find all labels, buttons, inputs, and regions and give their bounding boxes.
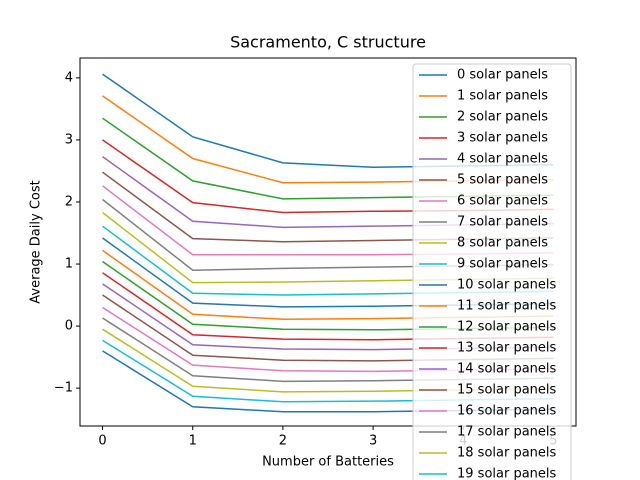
y-tick-label: 0: [65, 319, 73, 334]
y-tick-label: 1: [65, 257, 73, 272]
legend-label: 1 solar panels: [457, 89, 548, 104]
legend-label: 8 solar panels: [457, 236, 548, 251]
y-tick-label: 3: [65, 132, 73, 147]
legend-label: 3 solar panels: [457, 131, 548, 146]
x-tick-label: 0: [98, 434, 106, 449]
x-tick-label: 3: [369, 434, 377, 449]
legend-label: 12 solar panels: [457, 320, 557, 335]
axes-frame: [79, 57, 577, 427]
legend-label: 5 solar panels: [457, 173, 548, 188]
legend-box: [412, 63, 572, 480]
legend-label: 15 solar panels: [457, 383, 557, 398]
legend-label: 10 solar panels: [457, 278, 557, 293]
legend: 0 solar panels 1 solar panels 2 solar pane…: [412, 63, 572, 480]
x-axis-label: Number of Batteries: [262, 455, 394, 470]
legend-label: 18 solar panels: [457, 446, 557, 461]
y-tick-label: −1: [54, 381, 73, 396]
legend-label: 9 solar panels: [457, 257, 548, 272]
chart-title: Sacramento, C structure: [230, 33, 426, 52]
legend-label: 13 solar panels: [457, 341, 557, 356]
legend-label: 16 solar panels: [457, 404, 557, 419]
legend-label: 7 solar panels: [457, 215, 548, 230]
legend-label: 17 solar panels: [457, 425, 557, 440]
x-tick-label: 2: [279, 434, 287, 449]
legend-label: 14 solar panels: [457, 362, 557, 377]
legend-label: 0 solar panels: [457, 68, 548, 83]
y-tick-label: 4: [65, 70, 73, 85]
legend-label: 19 solar panels: [457, 467, 557, 480]
legend-label: 6 solar panels: [457, 194, 548, 209]
legend-label: 2 solar panels: [457, 110, 548, 125]
legend-label: 11 solar panels: [457, 299, 557, 314]
x-tick-label: 1: [189, 434, 197, 449]
legend-label: 4 solar panels: [457, 152, 548, 167]
y-axis-label: Average Daily Cost: [29, 180, 44, 303]
y-tick-label: 2: [65, 194, 73, 209]
